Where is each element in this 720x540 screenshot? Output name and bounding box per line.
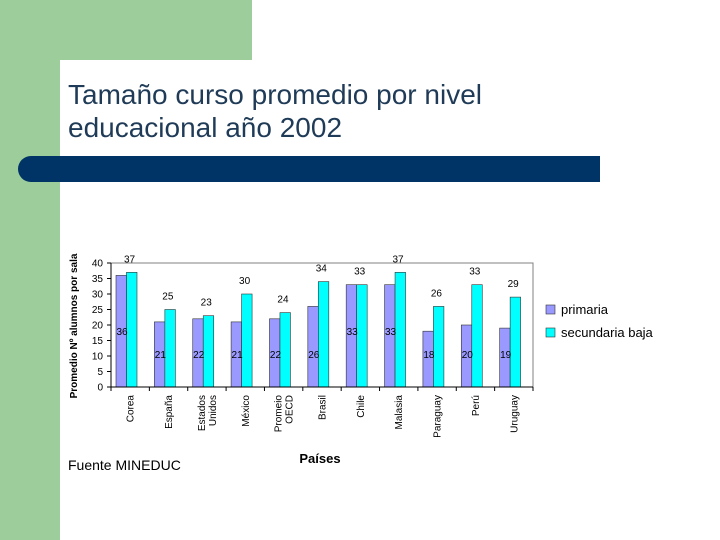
data-label-secundaria-baja: 29 [508, 279, 520, 290]
x-tick-label: Brasil [318, 395, 329, 420]
x-tick-label: España [164, 395, 175, 429]
data-label-secundaria-baja: 34 [316, 264, 328, 275]
x-tick-label-line: Paraguay [433, 395, 444, 438]
data-label-primaria: 19 [500, 350, 512, 361]
title-line-2: educacional año 2002 [68, 112, 343, 143]
bar-secundaria-baja [241, 293, 253, 388]
x-tick-label-line: OECD [285, 395, 296, 424]
x-tick-label-line: México [241, 395, 252, 427]
x-tick-label-line: Corea [126, 395, 137, 423]
data-label-primaria: 18 [423, 350, 435, 361]
x-tick-label-line: Promeio [274, 395, 285, 433]
legend-label: secundaria baja [561, 325, 654, 340]
data-label-primaria: 21 [232, 350, 244, 361]
data-label-secundaria-baja: 37 [124, 254, 136, 265]
bar-secundaria-baja [164, 309, 176, 388]
y-tick-label: 5 [97, 367, 103, 378]
x-tick-label: Paraguay [433, 395, 444, 438]
legend-label: primaria [561, 302, 609, 317]
data-label-primaria: 33 [347, 327, 359, 338]
data-label-secundaria-baja: 33 [354, 267, 366, 278]
bar-secundaria-baja [433, 306, 445, 388]
x-tick-label: Malasia [394, 395, 405, 430]
x-tick-label: Chile [356, 395, 367, 418]
y-tick-label: 15 [92, 336, 104, 347]
y-tick-label: 40 [92, 259, 104, 270]
chart-bars [115, 271, 521, 388]
data-label-secundaria-baja: 30 [239, 276, 251, 287]
x-tick-label: México [241, 395, 252, 427]
legend-swatch [545, 304, 556, 315]
data-label-primaria: 36 [116, 327, 128, 338]
x-tick-label-line: Uruguay [509, 395, 520, 433]
x-axis-label: Países [299, 451, 340, 466]
y-tick-label: 10 [92, 352, 104, 363]
title-line-1: Tamaño curso promedio por nivel [68, 79, 482, 110]
x-tick-label: Corea [126, 395, 137, 423]
bar-primaria [307, 306, 319, 388]
green-left-band [0, 0, 60, 540]
bar-secundaria-baja [394, 271, 406, 388]
x-tick-label-line: Brasil [318, 395, 329, 420]
x-tick-label-line: Chile [356, 395, 367, 418]
x-tick-label: Uruguay [509, 395, 520, 433]
x-tick-label-line: España [164, 395, 175, 429]
y-tick-label: 35 [92, 274, 104, 285]
y-tick-label: 0 [97, 383, 103, 394]
slide-title: Tamaño curso promedio por nivel educacio… [68, 78, 668, 144]
chart-axes: 0 5 10 15 20 25 30 35 40 Corea España Estados Unidos… [92, 259, 534, 438]
x-tick-label-line: Malasia [394, 395, 405, 430]
legend-box [541, 297, 666, 345]
y-tick-label: 25 [92, 305, 104, 316]
y-axis-label: Promedio Nº alumnos por sala [69, 253, 80, 398]
legend-swatch [545, 327, 556, 338]
data-label-primaria: 21 [155, 350, 167, 361]
x-tick-label-line: Unidos [208, 395, 219, 426]
data-label-primaria: 20 [462, 350, 474, 361]
title-divider-bar [18, 156, 600, 182]
bar-secundaria-baja [356, 284, 368, 388]
data-label-secundaria-baja: 24 [277, 295, 289, 306]
data-label-secundaria-baja: 37 [392, 254, 404, 265]
y-tick-label: 20 [92, 321, 104, 332]
x-tick-label-line: Estados [197, 395, 208, 431]
source-note: Fuente MINEDUC [68, 457, 181, 473]
bar-secundaria-baja [202, 315, 215, 388]
x-tick-label: Perú [471, 395, 482, 416]
data-label-primaria: 33 [385, 327, 397, 338]
bar-secundaria-baja [279, 312, 291, 388]
data-label-primaria: 22 [270, 350, 282, 361]
green-top-band [60, 0, 252, 60]
data-label-secundaria-baja: 25 [162, 292, 174, 303]
data-label-secundaria-baja: 26 [431, 288, 443, 299]
corner-curve [60, 60, 140, 140]
bar-secundaria-baja [471, 284, 483, 388]
chart-legend: primaria secundaria baja [541, 297, 666, 345]
bar-secundaria-baja [509, 296, 521, 388]
chart-data-labels: 36 37 21 25 22 23 21 30 22 24 26 34 33 33 33 37 18 26 20 33… [116, 254, 519, 361]
data-label-primaria: 22 [193, 350, 205, 361]
x-tick-label: Estados Unidos [197, 395, 219, 431]
bar-secundaria-baja [126, 271, 138, 388]
data-label-secundaria-baja: 33 [469, 267, 481, 278]
x-tick-label-line: Perú [471, 395, 482, 416]
bar-secundaria-baja [318, 281, 330, 388]
data-label-secundaria-baja: 23 [201, 298, 213, 309]
data-label-primaria: 26 [308, 350, 320, 361]
y-tick-label: 30 [92, 290, 104, 301]
x-tick-label: Promeio OECD [274, 395, 296, 433]
